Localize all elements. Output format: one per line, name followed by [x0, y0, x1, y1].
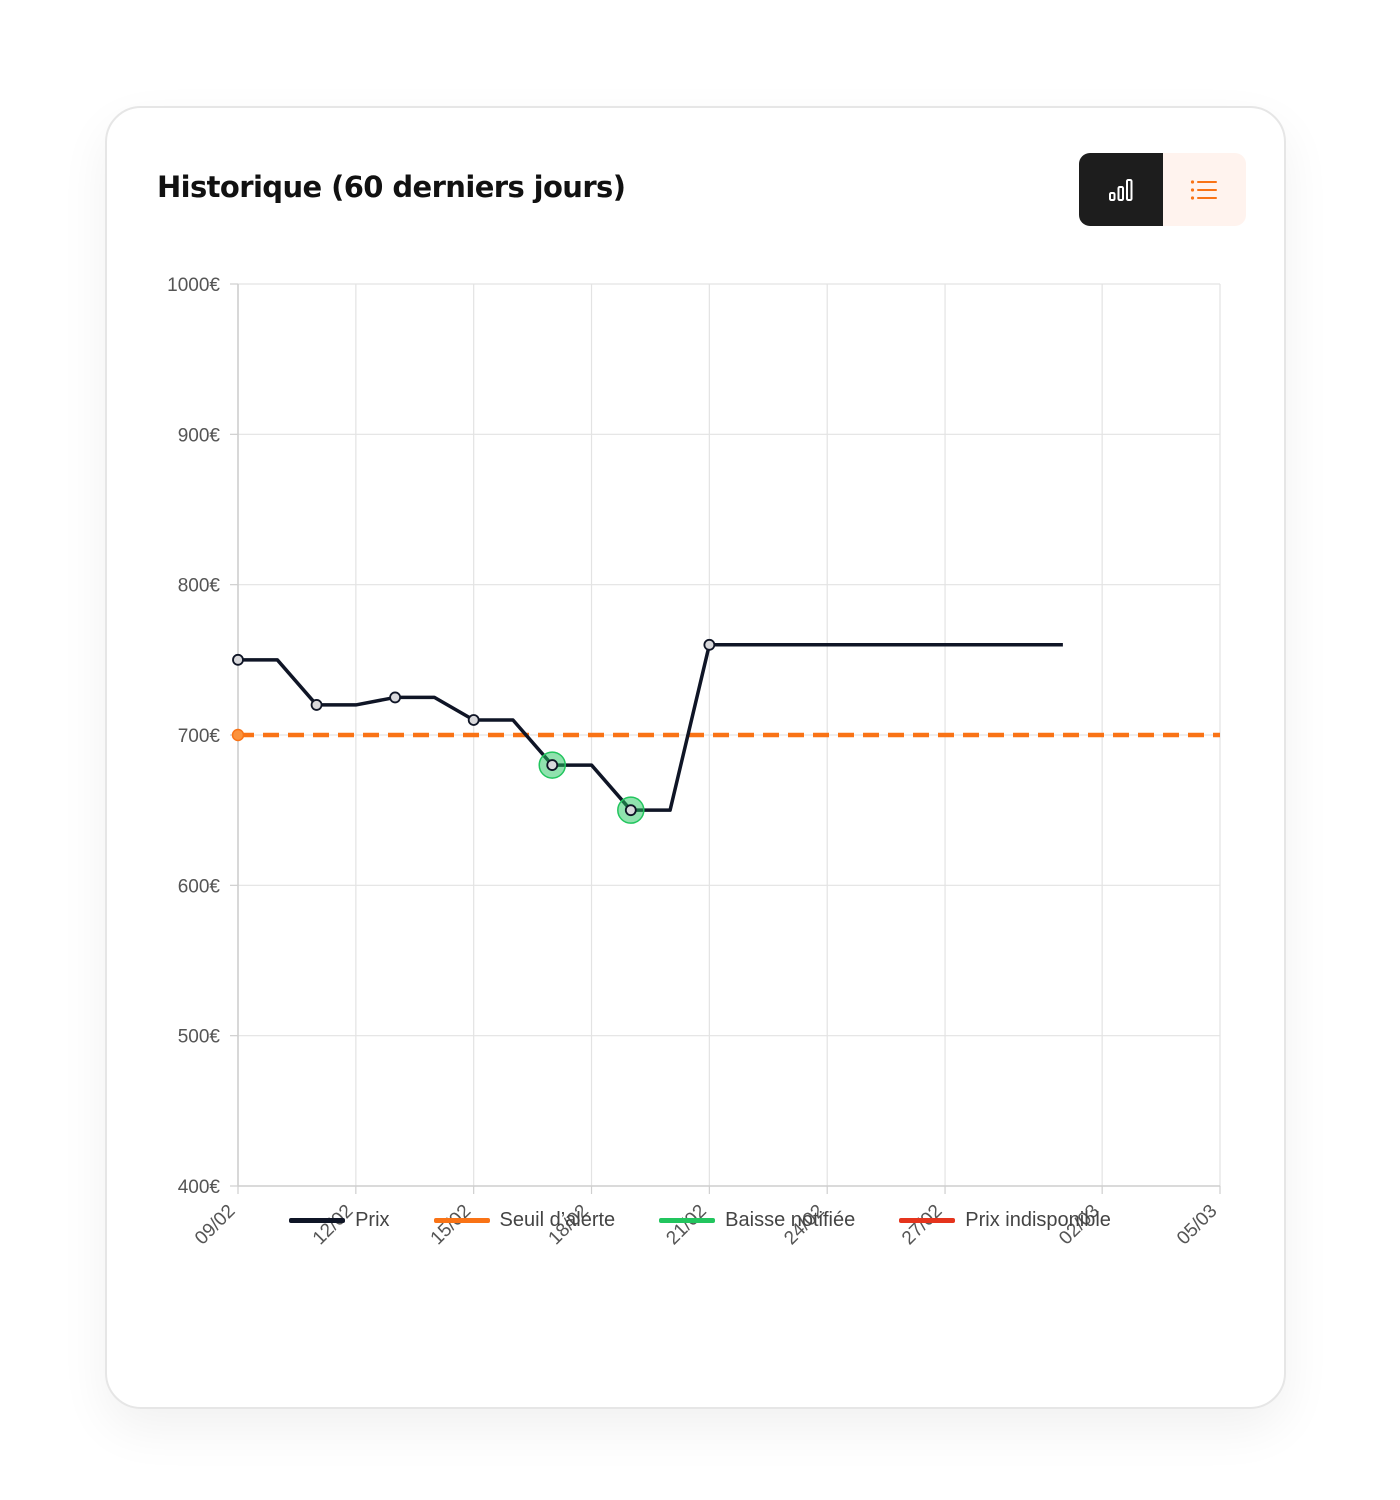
y-tick-label: 400€ [178, 1177, 221, 1198]
legend-item[interactable]: Seuil d’alerte [433, 1209, 616, 1232]
legend-item[interactable]: Prix [289, 1209, 390, 1232]
threshold-point [231, 728, 245, 742]
y-tick-label: 500€ [178, 1027, 221, 1048]
bar-chart-icon [1108, 178, 1133, 201]
price-point [310, 699, 323, 711]
price-line [238, 643, 1063, 812]
legend-swatch [659, 1218, 716, 1223]
y-tick-label: 800€ [178, 576, 221, 597]
legend-label: Prix indisponible [965, 1209, 1111, 1231]
y-axis-ticks: 1000€ 900€ 800€ 700€ 600€ 500€ 400€ [167, 275, 220, 1198]
price-point [546, 759, 559, 771]
card-title: Historique (60 derniers jours) [157, 170, 626, 204]
legend-swatch [289, 1218, 346, 1223]
price-point [624, 804, 637, 817]
legend-item[interactable]: Baisse notifiée [659, 1209, 855, 1232]
view-toggle [1079, 153, 1246, 226]
price-point [232, 653, 244, 666]
list-view-button[interactable] [1162, 153, 1246, 226]
price-point [389, 691, 402, 704]
history-card: Historique (60 derniers jours) [105, 106, 1286, 1409]
legend-swatch [433, 1218, 490, 1223]
price-point [467, 714, 480, 726]
y-tick-label: 900€ [178, 425, 221, 446]
price-history-chart: 1000€900€800€700€600€500€400€ 09/02 12/02… [167, 275, 1221, 1249]
y-tick-label: 1000€ [167, 275, 220, 296]
legend-label: Baisse notifiée [725, 1209, 856, 1231]
price-point [703, 638, 716, 651]
legend-item[interactable]: Prix indisponible [899, 1209, 1111, 1232]
y-tick-label: 600€ [178, 876, 221, 897]
legend-label: Prix [355, 1209, 390, 1231]
y-tick-label: 700€ [178, 726, 221, 747]
legend-label: Seuil d’alerte [499, 1209, 616, 1231]
legend-swatch [899, 1218, 956, 1223]
chart-view-button[interactable] [1079, 153, 1163, 226]
chart-grid [230, 283, 1221, 1194]
chart-series [231, 638, 1220, 824]
chart-legend: Prix Seuil d’alerte Baisse notifiée Prix in… [0, 1209, 1400, 1232]
list-icon [1191, 179, 1218, 200]
